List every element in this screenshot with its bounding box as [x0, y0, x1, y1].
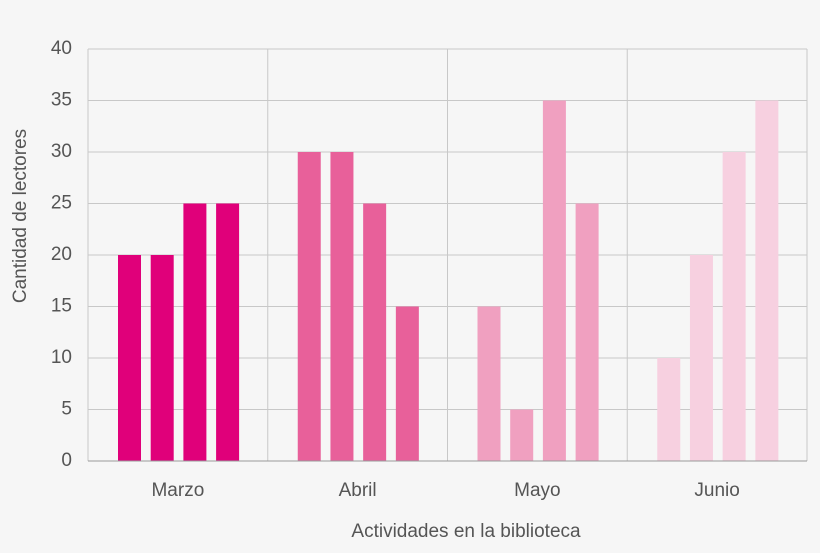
- y-tick-label: 5: [61, 399, 72, 420]
- y-axis-title: Cantidad de lectores: [10, 129, 31, 303]
- y-tick-label: 15: [51, 296, 72, 317]
- bar: [395, 306, 419, 461]
- y-tick-label: 40: [51, 38, 72, 59]
- bar: [216, 203, 240, 461]
- x-tick-label: Junio: [694, 480, 739, 501]
- x-tick-label: Mayo: [514, 480, 560, 501]
- bar: [363, 203, 387, 461]
- bar: [689, 255, 713, 461]
- y-tick-label: 30: [51, 141, 72, 162]
- bar: [477, 306, 501, 461]
- bar: [755, 100, 779, 461]
- y-tick-label: 0: [61, 450, 72, 471]
- bar: [183, 203, 207, 461]
- bar: [150, 255, 174, 461]
- bar: [542, 100, 566, 461]
- bar: [297, 152, 321, 461]
- bar: [722, 152, 746, 461]
- bar: [510, 409, 534, 461]
- y-tick-label: 25: [51, 193, 72, 214]
- x-tick-label: Abril: [339, 480, 377, 501]
- y-tick-label: 10: [51, 347, 72, 368]
- y-tick-label: 35: [51, 90, 72, 111]
- bar: [575, 203, 599, 461]
- x-axis-title: Actividades en la biblioteca: [351, 521, 581, 542]
- bar: [657, 358, 681, 461]
- bar: [330, 152, 354, 461]
- bar: [118, 255, 141, 461]
- y-tick-label: 20: [51, 244, 72, 265]
- x-tick-label: Marzo: [151, 480, 204, 501]
